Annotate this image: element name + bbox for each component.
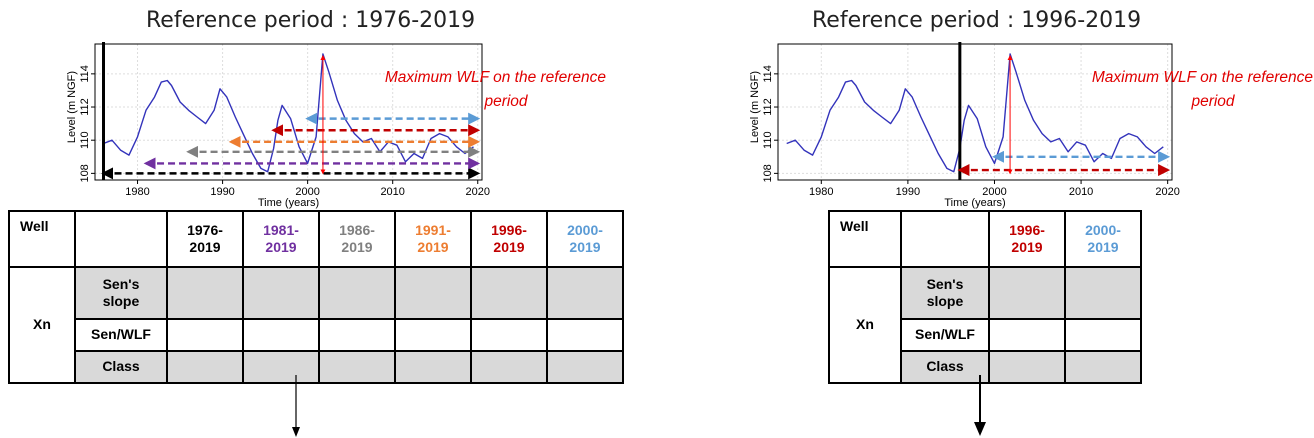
x-axis-label: Time (years) [258,197,319,209]
plot-frame [777,43,1173,181]
row-label-cell: Sen's slope [74,266,168,320]
value-cell [1064,266,1142,320]
value-cell [166,318,244,352]
value-cell [546,266,624,320]
y-tick-label: 114 [79,65,91,83]
x-tick-label: 2020 [1155,186,1179,198]
left-chart: 1980 1990 2000 2010 2020 108 110 112 114 Time (ye… [66,42,606,209]
value-cell [470,350,548,384]
value-cell [166,350,244,384]
row-label-cell: Sen/WLF [74,318,168,352]
period-header: 2000- 2019 [546,210,624,268]
period-header: 1981- 2019 [242,210,320,268]
left-trend-table: Well 1976- 2019 1981- 2019 1986- 2019 1991- … [8,210,624,384]
value-cell [318,266,396,320]
y-tick-label: 110 [762,131,774,149]
table-row: Sen/WLF [829,318,1142,352]
value-cell [1064,350,1142,384]
value-cell [988,266,1066,320]
y-tick-label: 112 [79,98,91,116]
x-tick-label: 1980 [809,186,833,198]
down-arrow-left [292,375,300,437]
max-wlf-annotation-line2: period [1190,93,1235,110]
y-tick-label: 108 [79,164,91,182]
value-cell [394,318,472,352]
x-tick-label: 1980 [125,186,149,198]
table-row: Class [829,350,1142,384]
value-cell [394,266,472,320]
y-tick-label: 110 [79,131,91,149]
table-header-row: Well 1976- 2019 1981- 2019 1986- 2019 1991- … [8,210,624,268]
table-row: Xn Sen's slope [828,266,1142,384]
plot-frame [94,43,483,181]
value-cell [546,318,624,352]
value-cell [166,266,244,320]
down-arrow-right [974,375,986,436]
max-wlf-annotation-line1: Maximum WLF on the reference [385,69,606,86]
value-cell [318,350,396,384]
y-tick-label: 108 [762,164,774,182]
period-header: 1996- 2019 [470,210,548,268]
x-tick-label: 2010 [380,186,404,198]
max-wlf-annotation-line1: Maximum WLF on the reference [1092,69,1313,86]
period-header: 1976- 2019 [166,210,244,268]
table-row: Class [9,350,624,384]
x-tick-label: 2000 [982,186,1006,198]
y-tick-label: 114 [762,65,774,83]
right-chart-title: Reference period : 1996-2019 [812,8,1142,33]
row-label-cell: Class [900,350,990,384]
period-header: 1986- 2019 [318,210,396,268]
right-chart: 1980 1990 2000 2010 2020 108 110 112 114 Time (ye… [749,42,1313,209]
row-label-cell: Sen/WLF [900,318,990,352]
value-cell [242,266,320,320]
row-label-header [900,210,990,268]
row-label-header [74,210,168,268]
left-chart-title: Reference period : 1976-2019 [146,8,476,33]
row-label-cell: Sen's slope [900,266,990,320]
max-wlf-annotation-line2: period [483,93,528,110]
x-tick-label: 2020 [466,186,490,198]
x-tick-label: 1990 [896,186,920,198]
group-label-cell: Xn [8,266,76,384]
well-header: Well [8,210,76,268]
x-tick-label: 2000 [295,186,319,198]
right-trend-table: Well 1996- 2019 2000- 2019 Xn Sen's slope Sen… [828,210,1142,384]
period-header: 2000- 2019 [1064,210,1142,268]
x-axis-label: Time (years) [944,197,1005,209]
table-header-row: Well 1996- 2019 2000- 2019 [828,210,1142,268]
group-label-cell: Xn [828,266,902,384]
value-cell [988,318,1066,352]
value-cell [546,350,624,384]
y-tick-label: 112 [762,98,774,116]
table-row: Sen/WLF [9,318,624,352]
value-cell [1064,318,1142,352]
value-cell [394,350,472,384]
value-cell [242,350,320,384]
charts-canvas: 1980 1990 2000 2010 2020 108 110 112 114 Time (ye… [66,42,1313,209]
value-cell [470,266,548,320]
value-cell [470,318,548,352]
value-cell [988,350,1066,384]
y-axis-label: Level (m NGF) [66,71,78,143]
period-header: 1991- 2019 [394,210,472,268]
well-header: Well [828,210,902,268]
period-header: 1996- 2019 [988,210,1066,268]
value-cell [242,318,320,352]
row-label-cell: Class [74,350,168,384]
value-cell [318,318,396,352]
x-tick-label: 2010 [1069,186,1093,198]
y-axis-label: Level (m NGF) [749,71,761,143]
table-row: Xn Sen's slope [8,266,624,384]
x-tick-label: 1990 [210,186,234,198]
